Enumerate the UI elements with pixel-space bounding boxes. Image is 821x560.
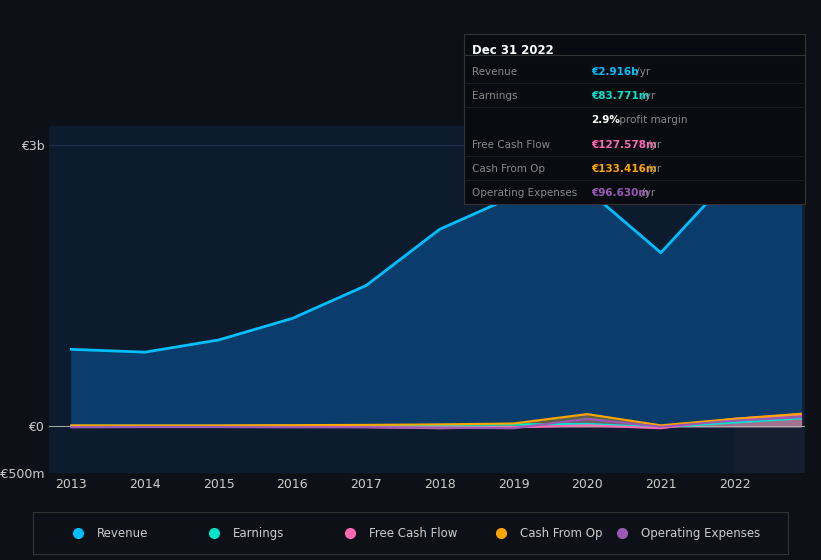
- Text: profit margin: profit margin: [616, 115, 687, 125]
- Text: €96.630m: €96.630m: [591, 188, 649, 198]
- Bar: [735, 126, 805, 473]
- Text: /yr: /yr: [633, 67, 650, 77]
- Text: /yr: /yr: [644, 139, 661, 150]
- Text: Free Cash Flow: Free Cash Flow: [369, 527, 457, 540]
- Text: /yr: /yr: [638, 91, 655, 101]
- Text: Earnings: Earnings: [233, 527, 284, 540]
- Text: Revenue: Revenue: [97, 527, 149, 540]
- Text: Dec 31 2022: Dec 31 2022: [472, 44, 554, 57]
- Text: €127.578m: €127.578m: [591, 139, 657, 150]
- Text: €133.416m: €133.416m: [591, 164, 657, 174]
- Text: €2.916b: €2.916b: [591, 67, 639, 77]
- Text: Free Cash Flow: Free Cash Flow: [472, 139, 550, 150]
- Text: €83.771m: €83.771m: [591, 91, 649, 101]
- Text: Cash From Op: Cash From Op: [520, 527, 603, 540]
- Text: Operating Expenses: Operating Expenses: [641, 527, 760, 540]
- Text: Operating Expenses: Operating Expenses: [472, 188, 577, 198]
- Text: /yr: /yr: [638, 188, 655, 198]
- Text: Revenue: Revenue: [472, 67, 517, 77]
- Text: Earnings: Earnings: [472, 91, 517, 101]
- Text: Cash From Op: Cash From Op: [472, 164, 545, 174]
- Text: 2.9%: 2.9%: [591, 115, 620, 125]
- Text: /yr: /yr: [644, 164, 661, 174]
